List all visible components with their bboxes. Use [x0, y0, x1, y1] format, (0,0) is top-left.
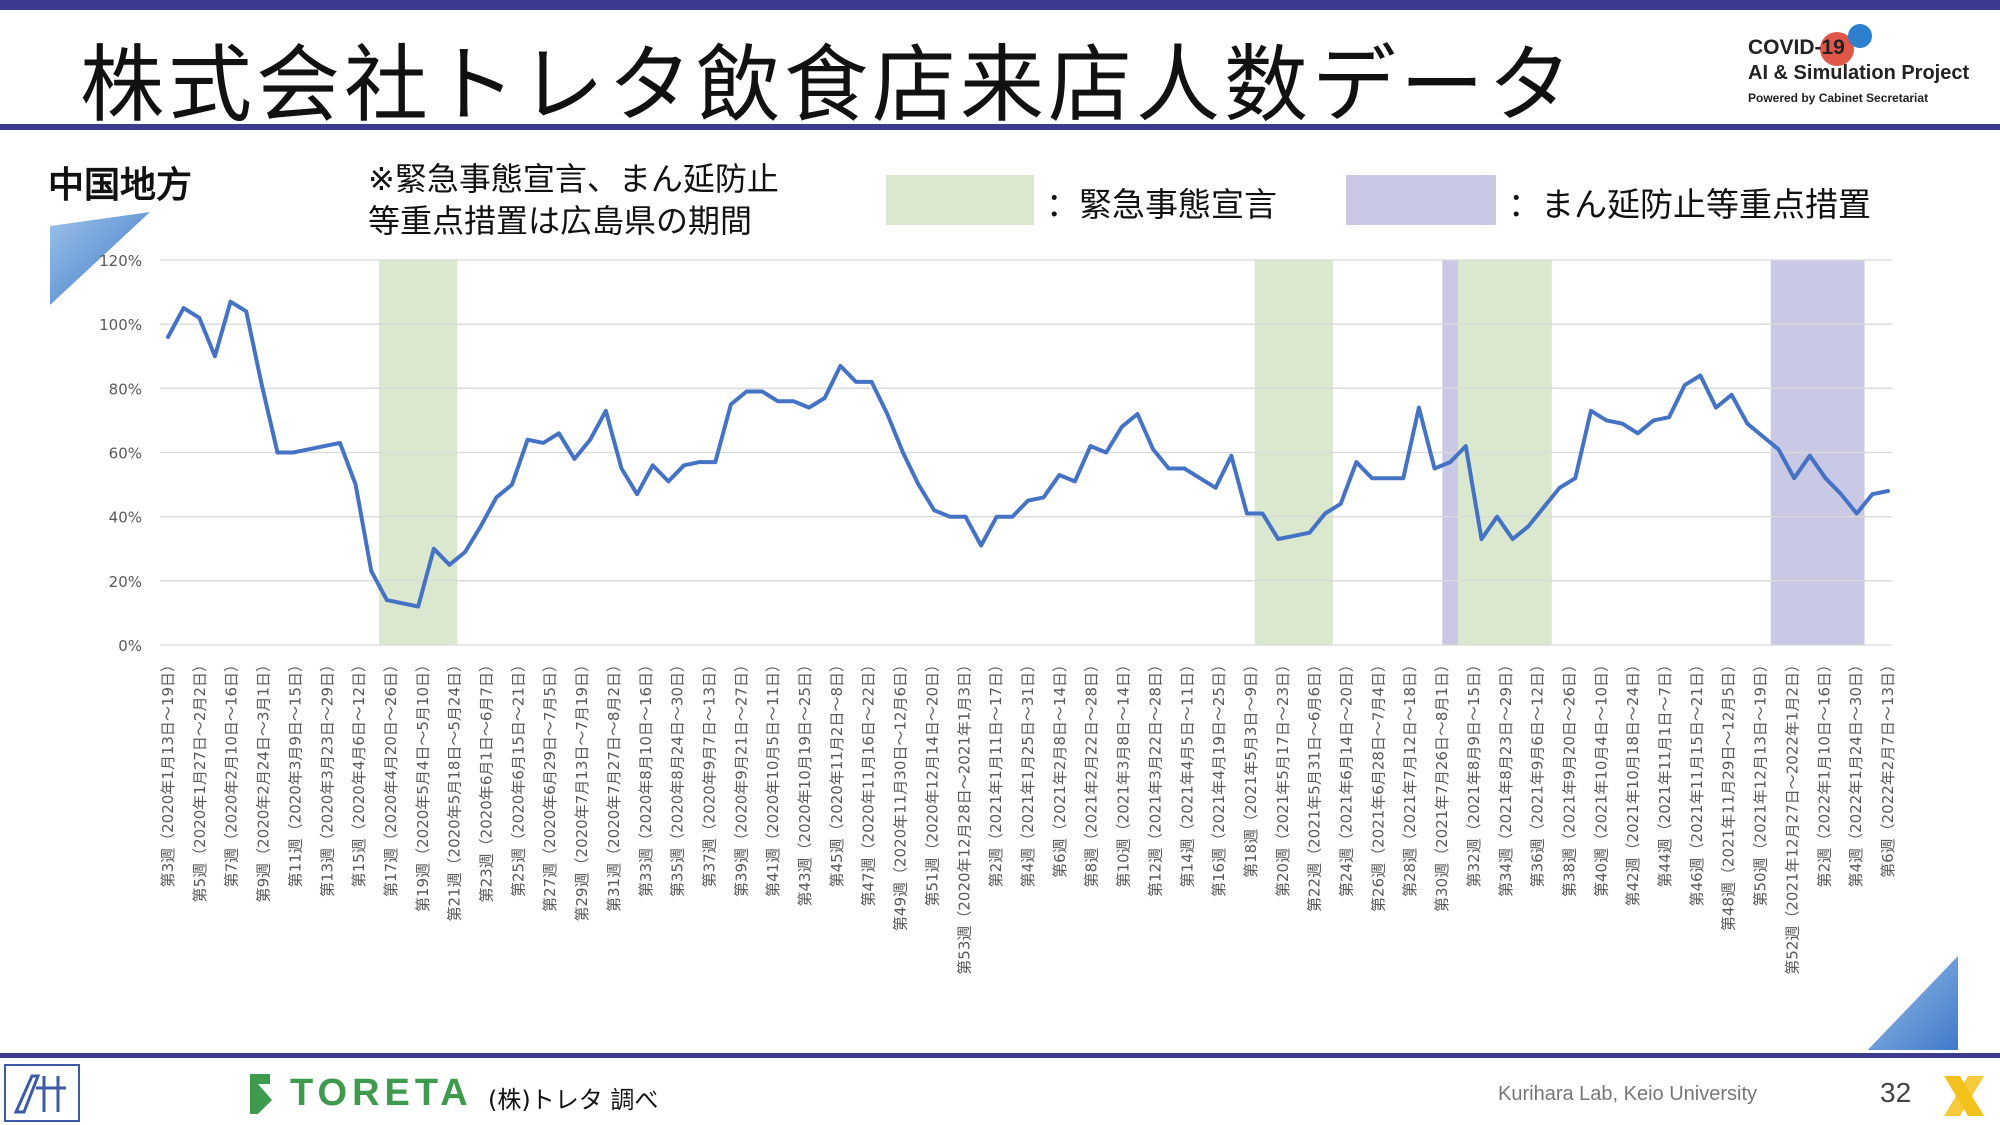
page-title: 株式会社トレタ飲食店来店人数データ — [80, 36, 1577, 134]
x-tick-label: 第33週（2020年8月10日～16日） — [637, 657, 655, 897]
x-tick-label: 第6週（2022年2月7日～13日） — [1879, 657, 1897, 878]
x-tick-label: 第34週（2021年8月23日～29日） — [1497, 657, 1515, 897]
x-tick-label: 第32週（2021年8月9日～15日） — [1465, 657, 1483, 887]
x-tick-label: 第15週（2020年4月6日～12日） — [350, 657, 368, 887]
y-tick-label: 120% — [99, 252, 142, 270]
x-tick-label: 第37週（2020年9月7日～13日） — [700, 657, 718, 887]
y-tick-label: 40% — [109, 509, 142, 527]
period-note-line-1: ※緊急事態宣言、まん延防止 — [368, 160, 779, 198]
toreta-brand: TORETA — [290, 1072, 473, 1114]
corner-x-logo-icon — [1944, 1076, 1984, 1116]
y-tick-label: 20% — [109, 573, 142, 591]
footer-divider — [0, 1053, 2000, 1058]
x-tick-label: 第2週（2022年1月10日～16日） — [1815, 657, 1833, 887]
period-note: ※緊急事態宣言、まん延防止 等重点措置は広島県の期間 — [368, 158, 779, 242]
logo-line-3: Powered by Cabinet Secretariat — [1748, 91, 1929, 105]
x-tick-label: 第38週（2021年9月20日～26日） — [1560, 657, 1578, 897]
x-tick-label: 第44週（2021年11月1日～7日） — [1656, 657, 1674, 887]
covid-ai-project-logo: COVID-19 AI & Simulation Project Powered… — [1740, 22, 1990, 112]
x-tick-label: 第9週（2020年2月24日～3月1日） — [255, 657, 273, 902]
x-tick-label: 第20週（2021年5月17日～23日） — [1274, 657, 1292, 897]
x-tick-label: 第8週（2021年2月22日～28日） — [1083, 657, 1101, 887]
x-tick-label: 第4週（2021年1月25日～31日） — [1019, 657, 1037, 887]
x-tick-label: 第14週（2021年4月5日～11日） — [1178, 657, 1196, 887]
x-tick-label: 第46週（2021年11月15日～21日） — [1688, 657, 1706, 907]
x-tick-label: 第7週（2020年2月10日～16日） — [223, 657, 241, 887]
y-tick-label: 100% — [99, 316, 142, 334]
x-tick-label: 第18週（2021年5月3日～9日） — [1242, 657, 1260, 878]
x-tick-label: 第39週（2020年9月21日～27日） — [732, 657, 750, 897]
x-tick-label: 第36週（2021年9月6日～12日） — [1529, 657, 1547, 887]
x-tick-label: 第45週（2020年11月2日～8日） — [828, 657, 846, 887]
x-tick-label: 第28週（2021年7月12日～18日） — [1401, 657, 1419, 897]
credit-text: Kurihara Lab, Keio University — [1498, 1083, 1758, 1105]
x-tick-label: 第31週（2020年7月27日～8月2日） — [605, 657, 623, 912]
x-tick-label: 第27週（2020年6月29日～7月5日） — [541, 657, 559, 912]
x-tick-label: 第29週（2020年7月13日～7月19日） — [573, 657, 591, 922]
x-tick-label: 第52週（2021年12月27日～2022年1月2日） — [1783, 657, 1801, 975]
toreta-logo-icon — [250, 1074, 272, 1114]
logo-line-2: AI & Simulation Project — [1748, 62, 1970, 84]
y-tick-label: 80% — [109, 380, 142, 398]
logo-blue-dot-icon — [1848, 24, 1872, 48]
corner-decoration-bottom-right — [1867, 956, 1958, 1050]
x-tick-label: 第53週（2020年12月28日～2021年1月3日） — [955, 657, 973, 975]
legend-label-emergency: ：緊急事態宣言 — [1046, 185, 1277, 224]
x-tick-label: 第16週（2021年4月19日～25日） — [1210, 657, 1228, 897]
x-tick-label: 第24週（2021年6月14日～20日） — [1338, 657, 1356, 897]
x-tick-label: 第13週（2020年3月23日～29日） — [318, 657, 336, 897]
x-tick-label: 第23週（2020年6月1日～6月7日） — [478, 657, 496, 902]
period-note-line-2: 等重点措置は広島県の期間 — [368, 202, 753, 240]
x-tick-label: 第30週（2021年7月26日～8月1日） — [1433, 657, 1451, 912]
x-tick-label: 第4週（2022年1月24日～30日） — [1847, 657, 1865, 887]
region-label: 中国地方 — [48, 165, 193, 206]
x-tick-label: 第12週（2021年3月22日～28日） — [1146, 657, 1164, 897]
visitor-line-chart: 0% 20% 40% 60% 80% 100% 120% 第3週（2020年1月13日～19… — [50, 212, 1958, 1050]
logo-line-1: COVID-19 — [1748, 36, 1845, 59]
legend-swatch-emergency — [886, 175, 1034, 225]
corner-decoration-top-left — [50, 212, 150, 305]
x-tick-label: 第22週（2021年5月31日～6月6日） — [1306, 657, 1324, 912]
data-source: (株)トレタ 調べ — [488, 1086, 659, 1114]
title-divider — [0, 124, 2000, 130]
x-tick-label: 第26週（2021年6月28日～7月4日） — [1369, 657, 1387, 912]
x-tick-label: 第2週（2021年1月11日～17日） — [987, 657, 1005, 887]
x-tick-label: 第47週（2020年11月16日～22日） — [860, 657, 878, 907]
y-tick-label: 0% — [118, 637, 142, 655]
x-tick-label: 第6週（2021年2月8日～14日） — [1051, 657, 1069, 878]
x-tick-label: 第43週（2020年10月19日～25日） — [796, 657, 814, 907]
x-tick-label: 第17週（2020年4月20日～26日） — [382, 657, 400, 897]
lab-logo-icon — [4, 1064, 80, 1122]
x-tick-label: 第10週（2021年3月8日～14日） — [1115, 657, 1133, 887]
top-accent-bar — [0, 0, 2000, 10]
x-tick-label: 第51週（2020年12月14日～20日） — [923, 657, 941, 907]
page-number: 32 — [1880, 1077, 1912, 1108]
x-tick-label: 第50週（2021年12月13日～19日） — [1752, 657, 1770, 907]
x-tick-label: 第48週（2021年11月29日～12月5日） — [1720, 657, 1738, 931]
x-tick-label: 第42週（2021年10月18日～24日） — [1624, 657, 1642, 907]
x-tick-label: 第41週（2020年10月5日～11日） — [764, 657, 782, 897]
x-tick-label: 第49週（2020年11月30日～12月6日） — [892, 657, 910, 931]
x-tick-label: 第35週（2020年8月24日～30日） — [669, 657, 687, 897]
legend-swatch-priority — [1346, 175, 1496, 225]
x-tick-label: 第25週（2020年6月15日～21日） — [509, 657, 527, 897]
y-tick-label: 60% — [109, 445, 142, 463]
x-tick-label: 第11週（2020年3月9日～15日） — [286, 657, 304, 887]
x-tick-label: 第3週（2020年1月13日～19日） — [159, 657, 177, 887]
visitor-ratio-line — [166, 299, 1890, 609]
x-tick-label: 第21週（2020年5月18日～5月24日） — [446, 657, 464, 922]
x-tick-label: 第19週（2020年5月4日～5月10日） — [414, 657, 432, 912]
legend-label-priority: ：まん延防止等重点措置 — [1508, 185, 1871, 224]
x-tick-label: 第40週（2021年10月4日～10日） — [1592, 657, 1610, 897]
x-tick-label: 第5週（2020年1月27日～2月2日） — [191, 657, 209, 902]
